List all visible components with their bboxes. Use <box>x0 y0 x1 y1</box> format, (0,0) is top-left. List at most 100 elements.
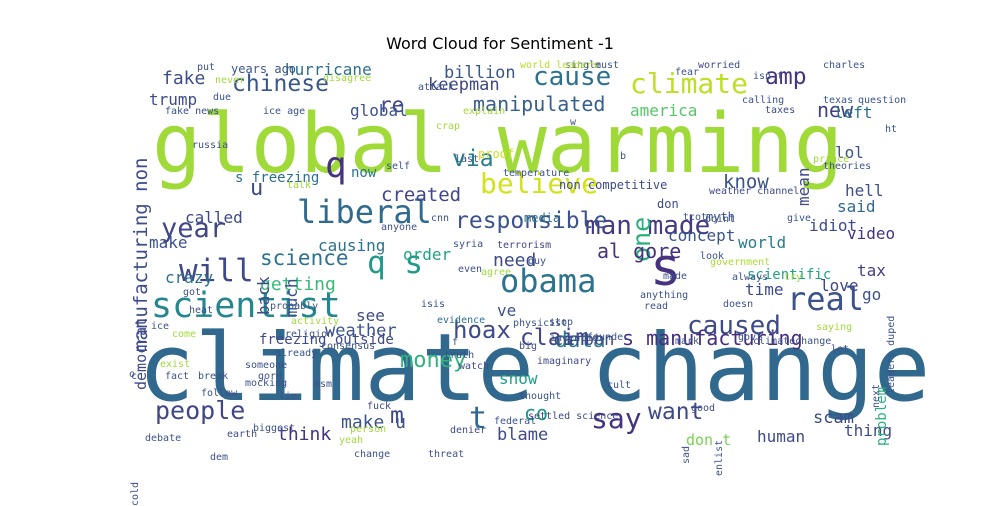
word-co: co <box>524 401 549 425</box>
word-try: try <box>784 272 803 283</box>
word-created: created <box>381 184 462 206</box>
word-dem: dem <box>210 452 229 463</box>
word-believe: believe <box>480 167 599 200</box>
word-settled-science: settled science <box>528 411 619 422</box>
word-yeah: yeah <box>339 435 364 446</box>
word-scientific: scientific <box>747 267 832 283</box>
word-years-ago: years ago <box>231 62 297 76</box>
word-myth: myth <box>706 210 735 224</box>
word-amp: amp <box>765 64 807 90</box>
word-love: love <box>820 276 859 295</box>
word-will: will <box>179 253 254 289</box>
word-carbon: carbon <box>553 330 615 350</box>
word-sad: sad <box>681 445 692 464</box>
word-isis: isis <box>421 299 446 310</box>
word-caused: caused <box>687 311 781 341</box>
word-mocking: mocking <box>245 378 288 389</box>
word-last: last <box>455 154 480 165</box>
word-s-freezing: s freezing <box>235 170 320 186</box>
word-even: even <box>458 264 483 275</box>
word-order: order <box>403 245 452 264</box>
word-now: now <box>351 165 377 181</box>
word-see: see <box>356 306 385 325</box>
word-world: world <box>738 233 787 252</box>
word-lol: lol <box>835 143 864 162</box>
word-tcot: tcot <box>683 212 708 223</box>
word-heat: heat <box>189 305 214 316</box>
word-proof: proof <box>478 147 515 161</box>
word-media: media <box>524 211 561 225</box>
word-blame: blame <box>497 425 549 445</box>
word-earth: earth <box>227 429 258 440</box>
word-follow: follow <box>201 388 238 399</box>
word-someone: someone <box>245 360 288 371</box>
word-biggest: biggest <box>253 423 296 434</box>
word-getting: getting <box>260 274 336 295</box>
word-fake: fake <box>162 68 206 89</box>
word-manipulated: manipulated <box>473 92 606 116</box>
word-new: new <box>817 98 854 122</box>
word-thing: thing <box>844 421 893 440</box>
word-keepman: keepman <box>428 75 500 95</box>
word-imaginary: imaginary <box>537 356 592 367</box>
word-look: look <box>700 251 725 262</box>
word-ice-age: ice age <box>263 106 306 117</box>
word-calling: calling <box>742 95 785 106</box>
word-t: t <box>469 401 488 436</box>
word-big: big <box>519 341 538 352</box>
word-global-warming: global warming <box>152 97 844 192</box>
word-climate-change: climate change <box>138 314 931 423</box>
word-cnn: cnn <box>431 213 450 224</box>
word-due: due <box>213 92 232 103</box>
word-money: money <box>400 348 467 373</box>
word-concept: concept <box>668 226 736 245</box>
word-come: come <box>172 329 197 340</box>
word-weather-channel: weather channel <box>709 186 800 197</box>
word-human: human <box>757 427 806 446</box>
word-said: said <box>837 197 876 216</box>
word-cloud: global warming climate change scientist bel… <box>125 60 930 506</box>
word-crap: crap <box>436 121 461 132</box>
word-u: u <box>250 176 264 201</box>
word-threat: threat <box>428 449 465 460</box>
word-stop: stop <box>549 317 574 328</box>
word-responsible: responsible <box>455 208 608 234</box>
word-texas: texas <box>823 95 854 106</box>
word-re: re <box>379 93 405 117</box>
word-time: time <box>745 280 784 299</box>
word-change: change <box>354 449 391 460</box>
word-saying: saying <box>816 322 853 333</box>
word-w: w <box>570 117 577 128</box>
word-prince: prince <box>813 154 850 165</box>
word-lie: lie <box>279 391 298 402</box>
word-q: q <box>325 145 347 186</box>
word-watch: watch <box>459 361 490 372</box>
word-think: think <box>277 424 332 445</box>
word-liberal: liberal <box>297 193 432 231</box>
chart-title: Word Cloud for Sentiment -1 <box>386 34 614 53</box>
word-hell: hell <box>845 181 884 200</box>
word-federal: federal <box>494 416 537 427</box>
word-world-leaders: world leaders <box>520 60 599 71</box>
word-via: via <box>452 146 494 172</box>
word-single: single <box>565 60 602 71</box>
word-o: o <box>129 369 136 380</box>
word-government: government <box>710 257 771 268</box>
word-got: got <box>183 287 202 298</box>
word-read: read <box>644 301 669 312</box>
word-explain: explain <box>463 106 506 117</box>
word-let: let <box>831 344 850 355</box>
word-syria: syria <box>453 239 484 250</box>
word-give: give <box>787 213 812 224</box>
word-f: f <box>452 337 459 348</box>
word-snow: snow <box>499 369 538 388</box>
word-cult: cult <box>607 380 632 391</box>
word-hurricane: hurricane <box>285 60 372 79</box>
word-msm: msm <box>314 379 333 390</box>
word-chinese: chinese <box>232 71 329 97</box>
word-don-t: don t <box>686 431 732 449</box>
word-never: never <box>215 75 246 86</box>
word-need: need <box>493 250 537 271</box>
word-enlist: enlist <box>714 439 725 476</box>
word-claim: claim <box>520 325 590 351</box>
